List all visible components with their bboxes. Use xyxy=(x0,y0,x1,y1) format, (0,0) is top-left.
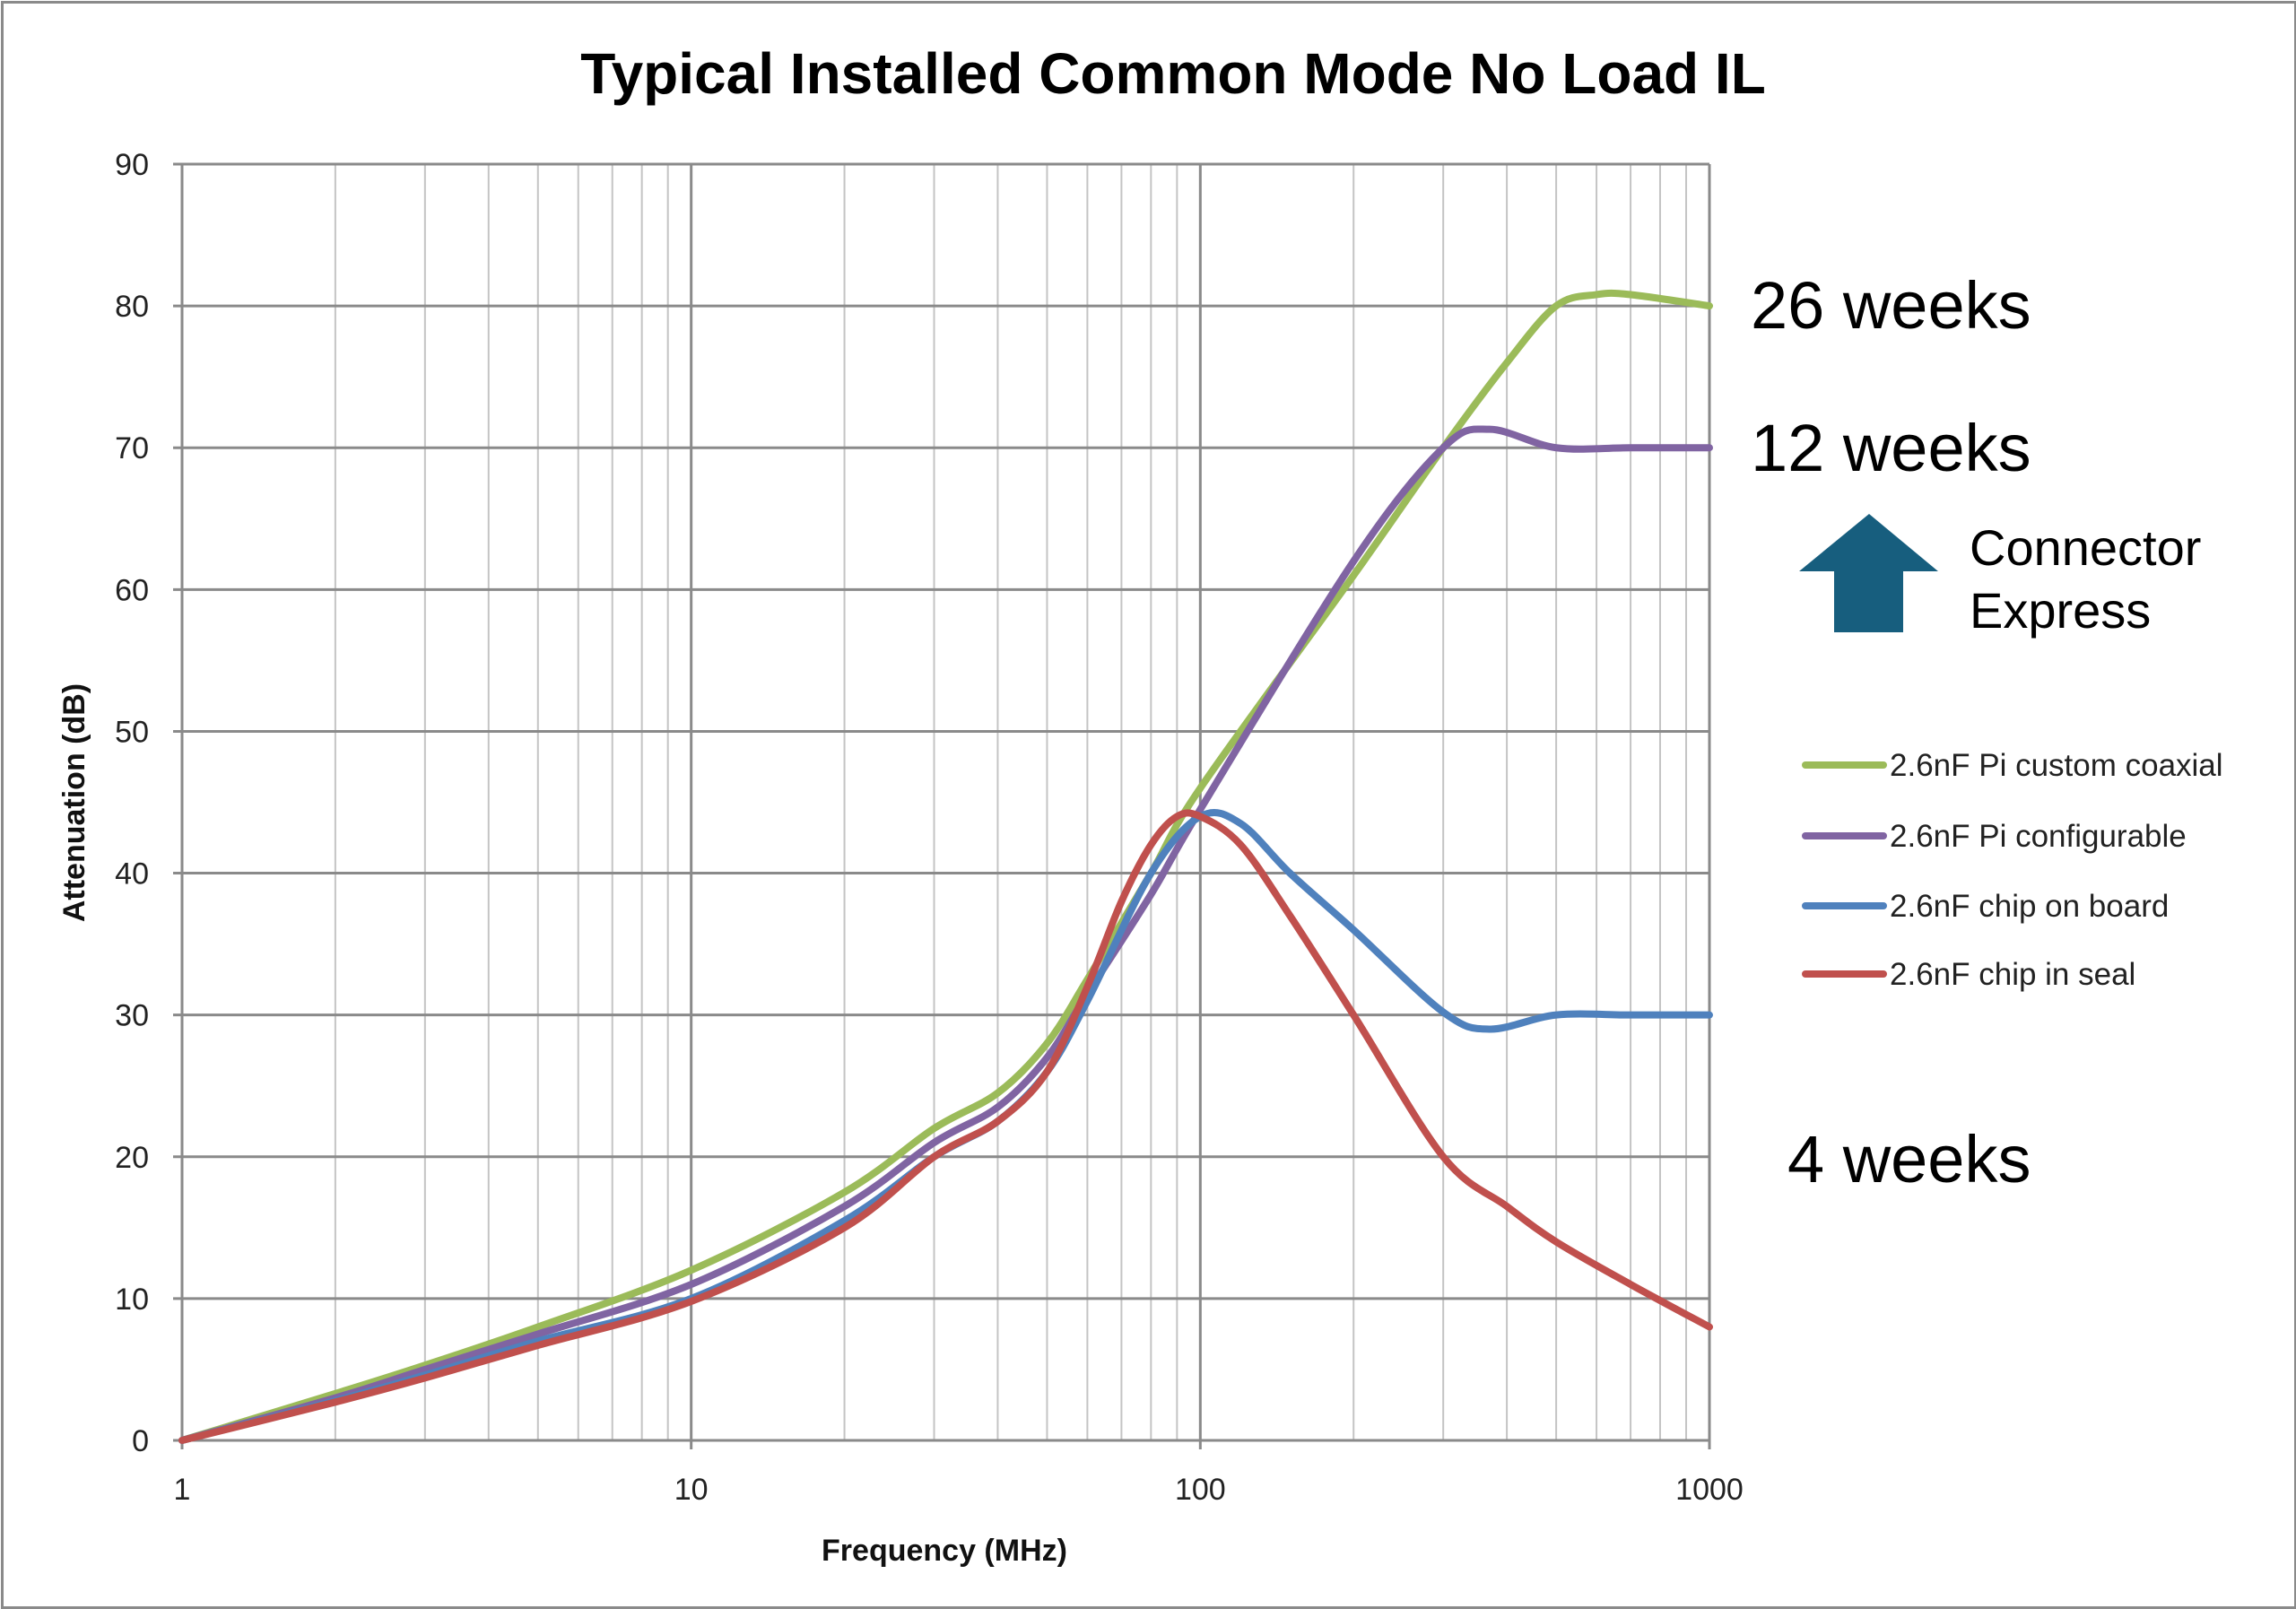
y-tick-label: 30 xyxy=(115,999,149,1033)
annotation-12-weeks: 12 weeks xyxy=(1751,411,2031,485)
annotation-26-weeks: 26 weeks xyxy=(1751,268,2031,343)
series-line-1 xyxy=(178,425,1713,1444)
tick-labels: 1 10 100 1000 0 10 20 30 40 50 60 70 80 90 xyxy=(115,148,1744,1507)
y-tick-label: 10 xyxy=(115,1283,149,1317)
legend-label-chip-on-board: 2.6nF chip on board xyxy=(1890,889,2169,924)
x-tick-label: 100 xyxy=(1175,1473,1226,1507)
x-axis-label: Frequency (MHz) xyxy=(822,1534,1067,1568)
legend-label-chip-in-seal: 2.6nF chip in seal xyxy=(1890,957,2135,992)
annotation-4-weeks: 4 weeks xyxy=(1787,1122,2031,1196)
y-axis-label: Attenuation (dB) xyxy=(57,683,91,922)
connector-express-line2: Express xyxy=(1970,582,2151,639)
y-tick-label: 40 xyxy=(115,857,149,891)
y-tick-label: 0 xyxy=(132,1424,149,1458)
y-tick-label: 70 xyxy=(115,431,149,465)
y-tick-label: 80 xyxy=(115,290,149,324)
grid xyxy=(173,162,1711,1449)
legend-label-configurable: 2.6nF Pi configurable xyxy=(1890,819,2187,854)
x-tick-label: 1000 xyxy=(1675,1473,1744,1507)
up-arrow-icon xyxy=(1799,514,1938,632)
series-line-3 xyxy=(178,809,1713,1444)
connector-express-line1: Connector xyxy=(1970,519,2201,576)
y-tick-label: 90 xyxy=(115,148,149,182)
series-line-0 xyxy=(178,289,1713,1444)
y-tick-label: 20 xyxy=(115,1141,149,1175)
x-tick-label: 10 xyxy=(674,1473,709,1507)
y-tick-label: 50 xyxy=(115,715,149,749)
x-tick-label: 1 xyxy=(174,1473,191,1507)
series-lines xyxy=(178,289,1713,1444)
legend-label-custom-coaxial: 2.6nF Pi custom coaxial xyxy=(1890,748,2223,783)
chart-title: Typical Installed Common Mode No Load IL xyxy=(580,41,1766,106)
series-line-2 xyxy=(178,808,1713,1444)
y-tick-label: 60 xyxy=(115,573,149,607)
legend: 2.6nF Pi custom coaxial 2.6nF Pi configu… xyxy=(1802,748,2223,992)
